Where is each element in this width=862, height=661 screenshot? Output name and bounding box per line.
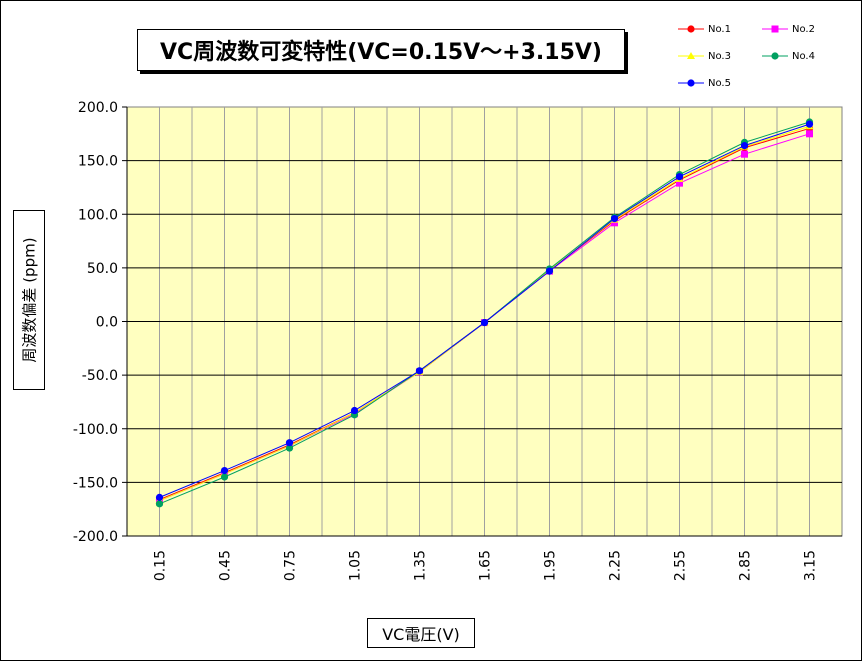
x-tick-label: 0.75 (283, 550, 299, 581)
legend-item: No.2 (760, 22, 815, 36)
grid-lines (122, 106, 842, 537)
x-tick-label: 3.15 (803, 550, 819, 581)
x-tick-label: 2.25 (608, 550, 624, 581)
legend-label: No.2 (792, 23, 815, 35)
legend-item: No.4 (760, 49, 815, 63)
x-tick-label: 0.15 (153, 550, 169, 581)
legend-item: No.5 (676, 76, 731, 90)
data-point (741, 150, 748, 158)
x-tick-label: 1.95 (543, 550, 559, 581)
data-point (350, 406, 359, 415)
legend-swatch (678, 25, 704, 33)
data-point (610, 214, 619, 223)
data-point (676, 179, 683, 187)
data-point (220, 473, 229, 481)
y-tick-label: 150.0 (78, 154, 118, 170)
chart-title: VC周波数可変特性(VC=0.15V～+3.15V) (137, 29, 625, 71)
x-tick-label: 0.45 (218, 550, 234, 581)
x-axis-label: VC電圧(V) (367, 618, 475, 648)
x-tick-label: 1.05 (348, 550, 364, 581)
y-tick-label: -50.0 (82, 368, 118, 384)
data-point (675, 173, 684, 181)
series-5 (155, 120, 814, 501)
data-point (155, 500, 164, 508)
legend-swatch (762, 25, 788, 33)
y-tick-label: -100.0 (73, 422, 118, 438)
x-tick-label: 2.55 (673, 550, 689, 581)
data-point (740, 142, 749, 150)
data-point (285, 439, 294, 447)
x-tick-label: 1.35 (413, 550, 429, 581)
data-point (805, 120, 814, 128)
legend-marker (687, 79, 695, 87)
y-axis-label: 周波数偏差 (ppm) (20, 237, 39, 363)
y-axis-label-box: 周波数偏差 (ppm) (13, 210, 45, 390)
data-point (806, 130, 813, 138)
data-point (285, 444, 294, 452)
data-point (155, 493, 164, 501)
legend-label: No.5 (708, 77, 731, 89)
legend-swatch (678, 79, 704, 87)
data-point (480, 318, 489, 327)
x-tick-label: 2.85 (738, 550, 754, 581)
legend-item: No.1 (676, 22, 731, 36)
legend-label: No.1 (708, 23, 731, 35)
y-tick-label: -200.0 (73, 529, 118, 545)
y-tick-label: 100.0 (78, 207, 118, 223)
data-point (220, 466, 229, 475)
legend-marker (687, 25, 695, 33)
y-tick-label: 50.0 (87, 261, 118, 277)
data-point (415, 367, 424, 375)
y-tick-label: -150.0 (73, 475, 118, 491)
data-point (611, 219, 618, 227)
y-tick-label: 200.0 (78, 100, 118, 116)
series-lines (155, 118, 814, 508)
legend-label: No.3 (708, 50, 731, 62)
y-tick-labels: 200.0 150.0 100.0 50.0 0.0 -50.0 -100.0 -150.0 -… (73, 100, 118, 545)
x-tick-label: 1.65 (478, 550, 494, 581)
legend-marker (687, 52, 695, 59)
legend-label: No.4 (792, 50, 815, 62)
legend-marker (771, 25, 779, 33)
y-tick-label: 0.0 (96, 315, 118, 331)
legend-swatch (762, 52, 788, 60)
legend-swatch (678, 52, 704, 59)
legend-item: No.3 (676, 49, 731, 63)
x-tick-labels: 0.15 0.45 0.75 1.05 1.35 1.65 1.95 2.25 2.55 2.85… (153, 550, 819, 581)
data-point (545, 267, 554, 275)
legend-marker (771, 52, 779, 60)
